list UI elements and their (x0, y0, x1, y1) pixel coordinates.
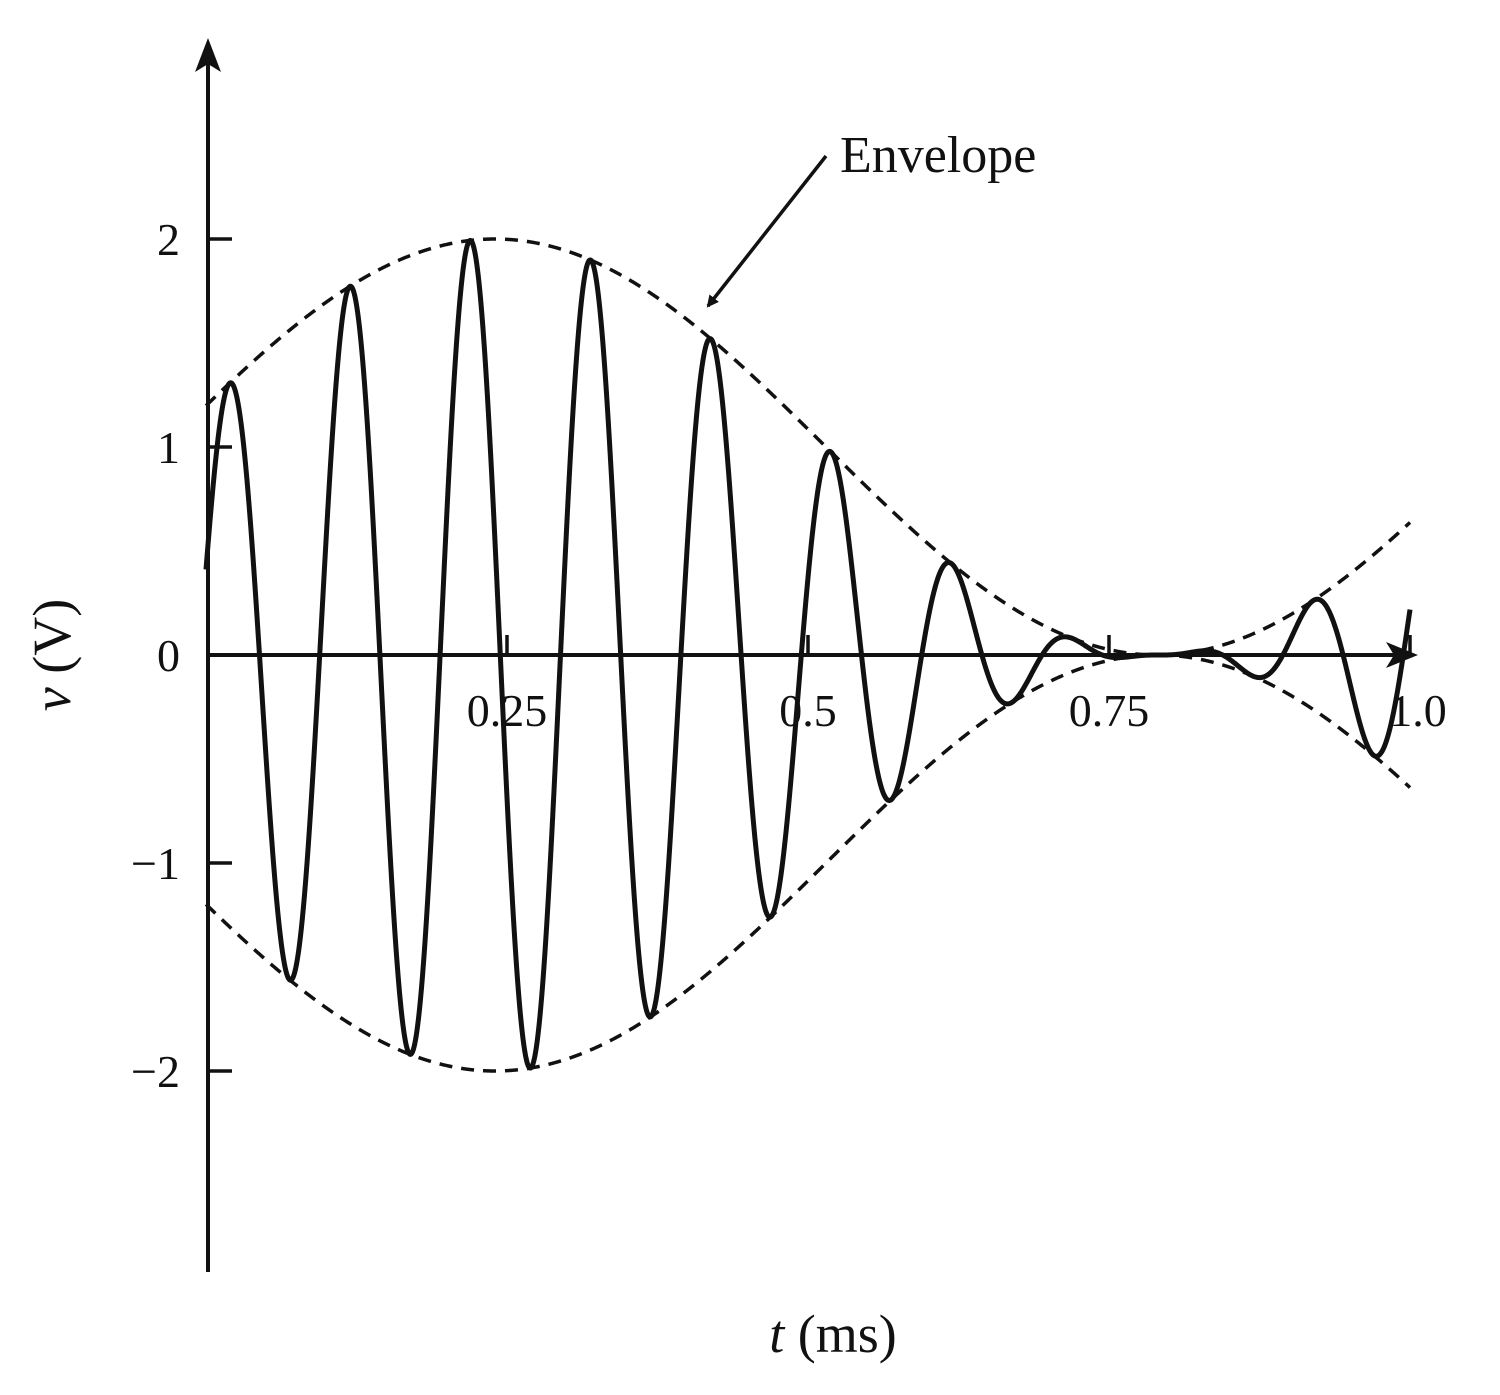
x-tick-label-2: 0.75 (1069, 685, 1150, 736)
y-tick-label-4: −2 (131, 1046, 180, 1097)
x-tick-label-1: 0.5 (779, 685, 837, 736)
envelope-label: Envelope (840, 127, 1036, 184)
x-axis-unit: (ms) (784, 1304, 896, 1364)
ticks (208, 237, 1412, 1073)
y-axis-arrow (195, 38, 221, 72)
y-tick-label-1: 1 (157, 422, 180, 473)
y-tick-label-2: 0 (157, 630, 180, 681)
y-axis-variable: v (22, 687, 82, 711)
envelope-annotation: Envelope (706, 127, 1036, 308)
x-axis-variable: t (769, 1304, 786, 1364)
y-tick-label-0: 2 (157, 214, 180, 265)
y-tick-label-3: −1 (131, 838, 180, 889)
x-axis-title: t (ms) (769, 1304, 897, 1364)
y-axis-unit: (V) (22, 599, 82, 687)
x-tick-label-0: 0.25 (467, 685, 548, 736)
envelope-arrow (706, 154, 828, 308)
tick-labels: 210−1−20.25 0.5 0.75 1.0 (131, 214, 1447, 1097)
signal-line (203, 237, 1413, 1071)
y-axis-title: v (V) (22, 599, 82, 711)
